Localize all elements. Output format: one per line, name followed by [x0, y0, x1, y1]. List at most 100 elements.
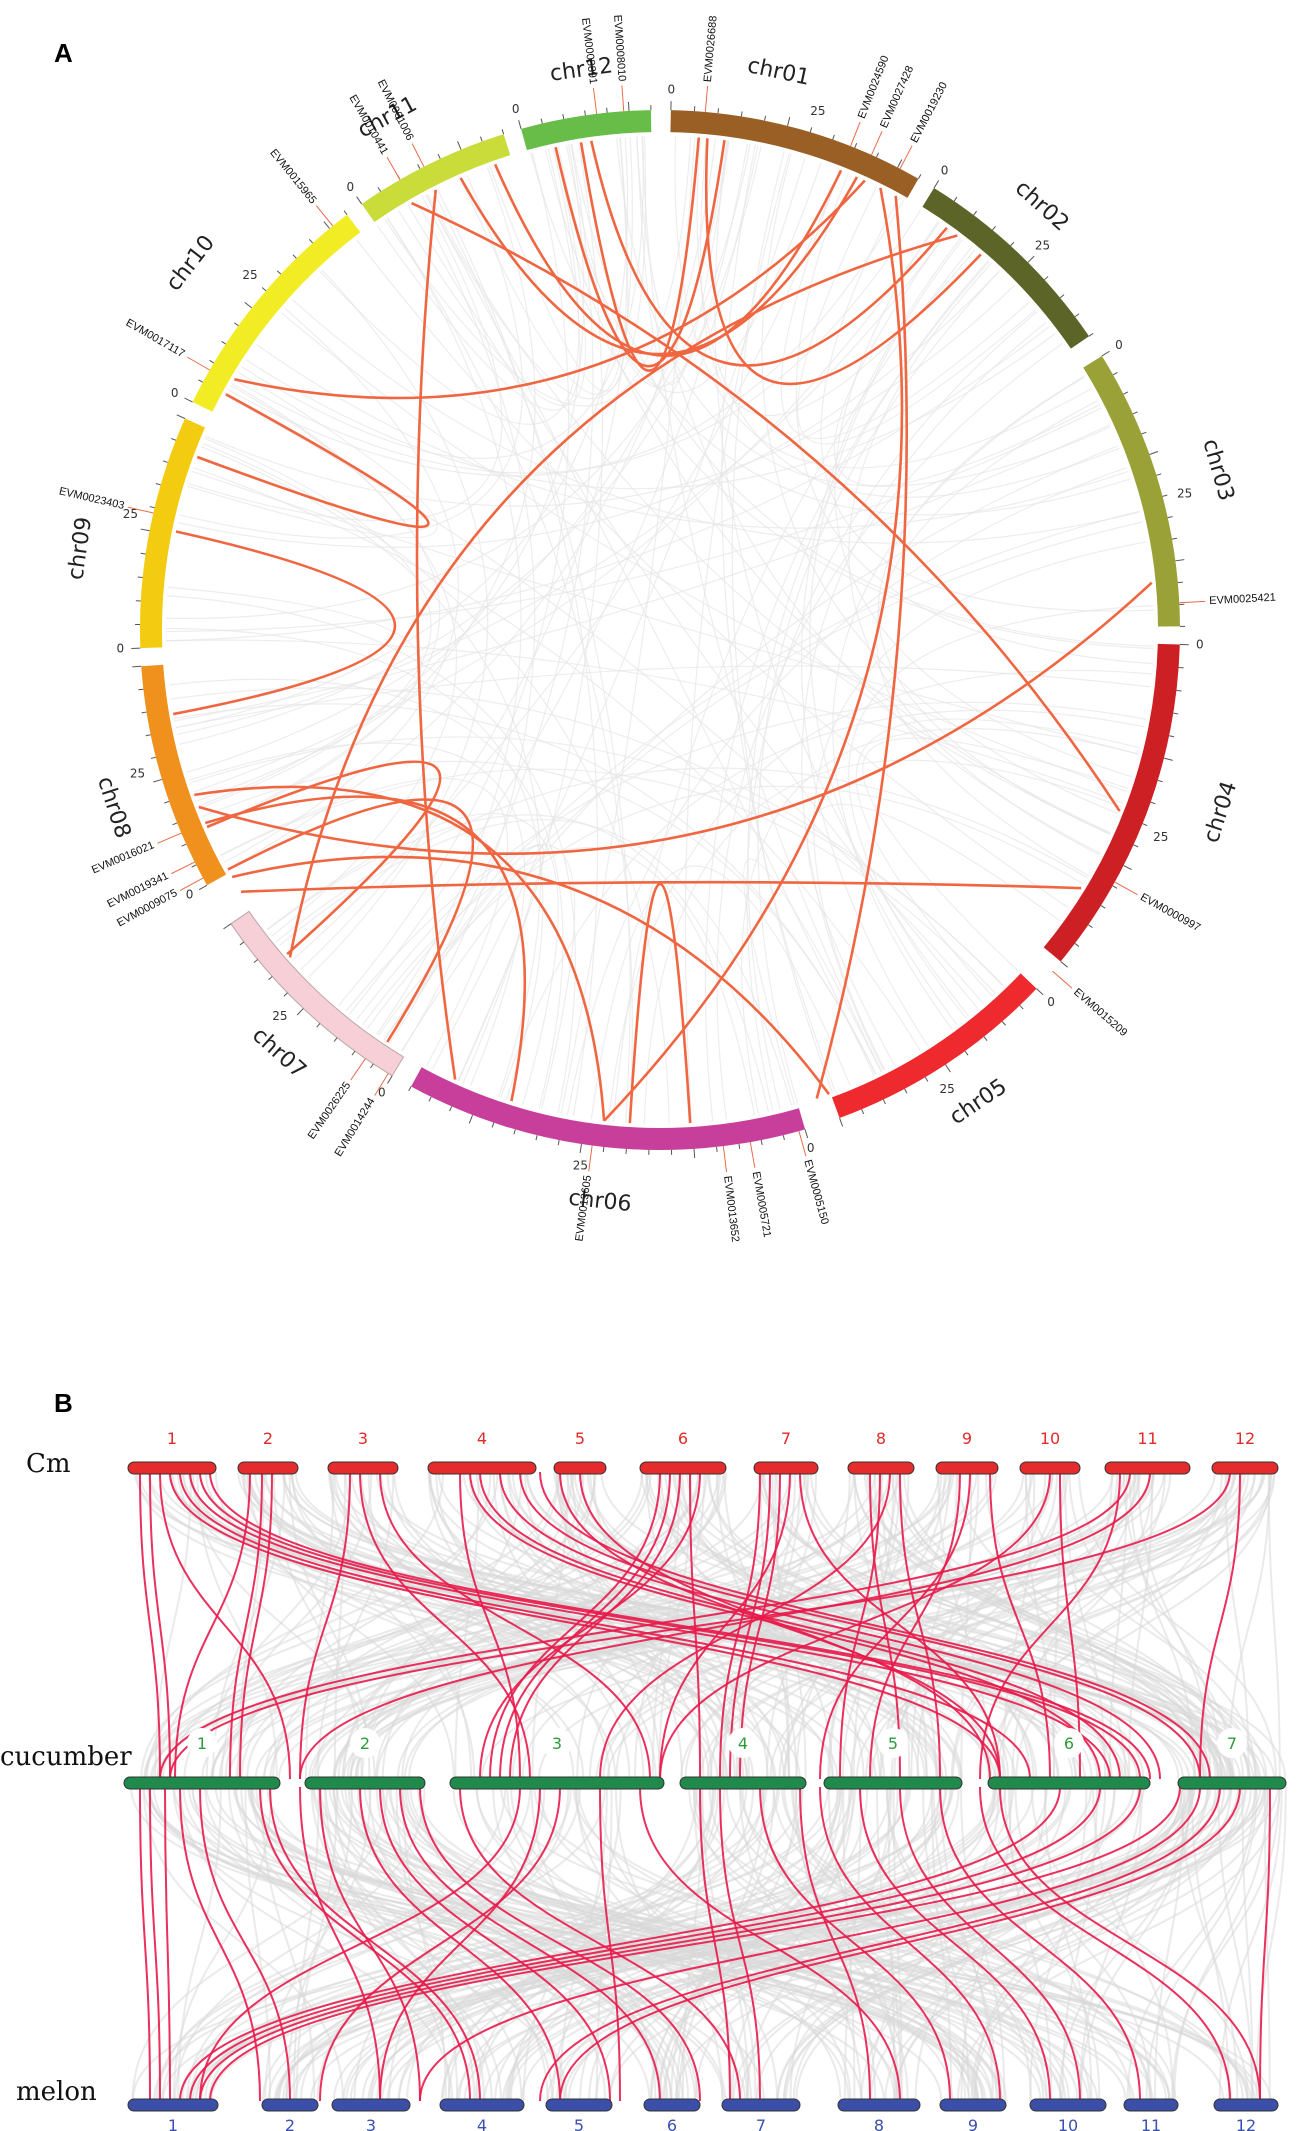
- collinearity-link: [196, 393, 430, 529]
- collinearity-link: [227, 798, 475, 1043]
- gene-label: EVM0015965: [267, 147, 318, 206]
- background-synteny-link: [260, 1786, 316, 2102]
- background-links: [165, 136, 1154, 1124]
- background-synteny-link: [187, 1786, 1003, 2102]
- background-synteny-link: [903, 1471, 1245, 1780]
- background-link: [166, 144, 751, 619]
- background-synteny-link: [1218, 1786, 1283, 2102]
- background-synteny-link: [250, 1786, 727, 2102]
- chromosome-number: 5: [575, 1429, 585, 1448]
- synteny-link: [459, 1471, 521, 1780]
- gene-label: EVM0016021: [90, 839, 156, 876]
- background-link: [276, 767, 1088, 942]
- chromosome-number: 2: [285, 2116, 295, 2131]
- background-link: [228, 199, 905, 477]
- tick-mark: [141, 711, 147, 714]
- collinearity-link: [410, 201, 1121, 812]
- synteny-link: [979, 1471, 1121, 1780]
- background-link: [167, 595, 576, 1114]
- chromosome-bar: [643, 2098, 701, 2112]
- synteny-link: [719, 1786, 761, 2102]
- background-synteny-link: [191, 1786, 747, 2102]
- background-link: [398, 146, 587, 406]
- background-link: [189, 742, 526, 1087]
- chromosome-bar: [939, 2098, 1007, 2112]
- background-link: [462, 142, 604, 1084]
- collinearity-link: [288, 234, 958, 958]
- background-link: [757, 270, 1000, 1105]
- background-synteny-link: [172, 1786, 273, 2102]
- tick-mark: [1074, 313, 1080, 318]
- chromosome-arc-chr09: [140, 418, 206, 649]
- background-synteny-link: [1263, 1786, 1271, 2102]
- background-synteny-link: [331, 1786, 1252, 2102]
- chromosome-number: 8: [876, 1429, 886, 1448]
- tick-mark: [1088, 924, 1093, 929]
- synteny-link: [1059, 1471, 1081, 1780]
- background-link: [460, 137, 628, 395]
- synteny-link: [869, 1471, 961, 1780]
- chromosome-number: 2: [360, 1734, 370, 1753]
- tick-mark: [351, 1050, 356, 1056]
- tick-mark: [953, 196, 958, 202]
- chromosome-bar: [1177, 1776, 1287, 1790]
- tick-mark: [184, 397, 193, 403]
- gene-label: EVM0023403: [58, 485, 126, 512]
- background-synteny-link: [987, 1471, 1243, 1780]
- background-synteny-link: [318, 1786, 1003, 2102]
- background-synteny-link: [389, 1786, 699, 2102]
- background-synteny-link: [664, 1786, 844, 2102]
- chromosome-bar: [1213, 2098, 1279, 2112]
- tick-mark: [1001, 1021, 1006, 1026]
- tick-mark: [738, 1143, 741, 1149]
- synteny-link: [859, 1786, 1051, 2102]
- synteny-link: [979, 1786, 1231, 2102]
- tick-mark: [343, 210, 348, 216]
- tick-label-zero: 0: [512, 102, 520, 116]
- tick-mark: [1156, 473, 1162, 476]
- background-link: [177, 270, 1000, 548]
- background-synteny-link: [237, 1471, 265, 1780]
- background-link: [555, 146, 1131, 516]
- tick-mark: [964, 1050, 969, 1056]
- chromosome-number: 1: [197, 1734, 207, 1753]
- tick-mark: [172, 822, 178, 826]
- synteny-link: [559, 1786, 1241, 2102]
- background-synteny-link: [864, 1471, 1256, 1780]
- tick-mark: [276, 270, 282, 275]
- background-synteny-link: [745, 1786, 899, 2102]
- collinearity-link: [603, 187, 904, 1122]
- background-link: [716, 342, 1063, 1120]
- background-synteny-link: [795, 1786, 1210, 2102]
- gene-marker: [621, 85, 625, 112]
- background-link: [174, 424, 1110, 722]
- synteny-link: [579, 1471, 991, 1780]
- background-synteny-link: [1255, 1786, 1287, 2102]
- background-synteny-link: [914, 1786, 1048, 2102]
- background-synteny-link: [204, 1786, 651, 2102]
- background-link: [761, 153, 1119, 815]
- background-synteny-link: [555, 1471, 769, 1780]
- background-link: [377, 785, 1084, 1037]
- tick-label-zero: 0: [1196, 638, 1204, 652]
- chromosome-label-chr10: chr10: [161, 231, 220, 296]
- background-link: [641, 136, 883, 1072]
- chromosome-arc-chr03: [1083, 355, 1180, 627]
- gene-marker: [592, 88, 598, 114]
- chromosome-arc-chr10: [192, 214, 361, 412]
- synteny-link: [199, 1786, 291, 2102]
- tick-mark: [145, 734, 151, 737]
- background-link: [386, 844, 545, 1082]
- synteny-link: [149, 1471, 171, 1780]
- tick-mark: [181, 843, 187, 847]
- background-synteny-link: [539, 1786, 980, 2102]
- tick-mark: [137, 576, 143, 578]
- background-synteny-link: [725, 1786, 1132, 2102]
- background-link: [741, 728, 1139, 1115]
- background-synteny-link: [1190, 1786, 1231, 2102]
- chromosome-number: 1: [167, 1429, 177, 1448]
- synteny-link: [379, 1786, 541, 2102]
- tick-mark: [1059, 294, 1065, 299]
- collinearity-link: [231, 855, 831, 1095]
- gene-marker: [588, 1145, 593, 1172]
